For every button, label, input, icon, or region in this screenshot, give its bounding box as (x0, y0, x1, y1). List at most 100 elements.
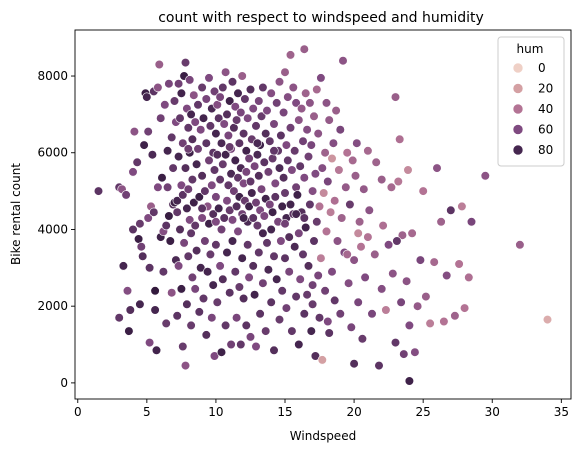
data-point (252, 221, 262, 231)
data-point (214, 113, 224, 123)
data-point (263, 265, 274, 275)
data-point (294, 115, 304, 125)
data-point (197, 171, 207, 181)
legend-label: 20 (538, 82, 553, 96)
data-point (229, 186, 239, 196)
x-tick-label: 30 (485, 405, 500, 419)
data-point (378, 221, 388, 231)
data-point (320, 286, 330, 296)
data-point (299, 44, 309, 54)
data-point (225, 96, 235, 106)
data-point (165, 236, 175, 246)
data-point (290, 242, 300, 252)
data-point (363, 146, 373, 156)
data-point (241, 146, 251, 156)
data-point (388, 269, 398, 279)
data-point (158, 267, 168, 277)
data-point (355, 217, 365, 227)
data-point (291, 98, 301, 108)
chart-title: count with respect to windspeed and humi… (158, 10, 484, 26)
data-point (180, 361, 191, 371)
data-point (212, 100, 222, 110)
data-point (418, 186, 428, 196)
data-point (335, 309, 345, 319)
data-point (243, 240, 253, 250)
data-point (439, 316, 449, 327)
data-point (234, 282, 244, 292)
data-point (346, 322, 356, 332)
data-point (254, 171, 264, 181)
data-point (153, 182, 163, 192)
data-point (125, 305, 135, 315)
data-point (345, 199, 355, 210)
data-point (390, 338, 401, 348)
data-point (313, 270, 323, 281)
data-point (186, 320, 196, 331)
data-point (227, 215, 238, 225)
data-point (256, 111, 267, 121)
x-tick-label: 10 (208, 405, 223, 419)
legend-marker (512, 144, 524, 156)
data-point (163, 182, 173, 192)
data-point (542, 315, 553, 325)
data-point (266, 297, 276, 307)
data-point (149, 207, 159, 217)
data-point (274, 77, 285, 87)
data-point (319, 188, 329, 198)
data-point (285, 123, 296, 133)
data-point (209, 351, 220, 361)
data-point (357, 334, 368, 344)
data-point (404, 376, 415, 386)
data-point (200, 186, 210, 196)
data-point (342, 148, 352, 158)
data-point (175, 113, 185, 123)
data-point (277, 201, 287, 211)
legend-title: hum (517, 42, 544, 56)
data-point (178, 190, 188, 200)
data-point (308, 186, 318, 196)
data-point (269, 251, 279, 261)
data-point (222, 109, 232, 119)
data-point (201, 330, 211, 340)
data-point (302, 125, 312, 135)
data-point (236, 107, 246, 118)
data-point (185, 215, 195, 225)
data-point (299, 213, 309, 223)
data-point (118, 261, 128, 271)
data-point (121, 190, 131, 200)
legend-marker (512, 62, 524, 74)
data-point (221, 150, 231, 160)
data-point (259, 157, 269, 167)
data-point (350, 171, 361, 181)
data-point (183, 251, 193, 261)
y-tick-label: 6000 (37, 146, 68, 160)
data-point (274, 315, 285, 325)
legend-marker (512, 124, 524, 135)
data-point (114, 313, 124, 323)
data-point (151, 345, 162, 355)
data-point (327, 153, 337, 164)
data-point (324, 328, 334, 338)
data-point (256, 184, 267, 194)
data-point (183, 123, 193, 133)
data-point (250, 290, 260, 300)
data-point (243, 113, 253, 123)
data-point (161, 221, 171, 231)
data-point (309, 111, 319, 121)
data-point (192, 246, 202, 256)
data-point (134, 234, 144, 244)
data-point (150, 305, 160, 315)
data-point (192, 159, 202, 169)
data-point (291, 182, 301, 192)
data-point (229, 123, 239, 133)
data-point (442, 270, 452, 281)
data-point (330, 295, 340, 306)
x-tick-label: 15 (277, 405, 292, 419)
data-point (180, 57, 191, 68)
data-point (186, 228, 196, 238)
data-point (402, 276, 412, 286)
data-point (404, 320, 415, 331)
data-point (335, 125, 345, 135)
data-point (276, 236, 286, 246)
